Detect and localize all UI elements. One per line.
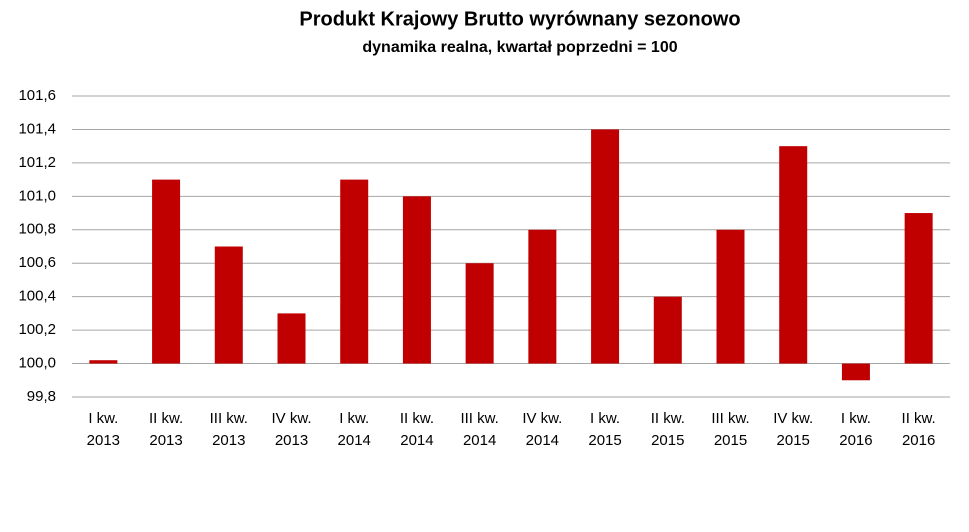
chart-subtitle: dynamika realna, kwartał poprzedni = 100 bbox=[362, 39, 677, 56]
x-tick-label: II kw. 2016 bbox=[901, 410, 936, 449]
chart-title: Produkt Krajowy Brutto wyrównany sezonow… bbox=[299, 8, 740, 30]
x-tick-label: III kw. 2015 bbox=[711, 410, 750, 449]
x-tick-label: IV kw. 2013 bbox=[271, 410, 312, 449]
bar bbox=[402, 196, 431, 364]
bar bbox=[528, 229, 557, 364]
bar bbox=[653, 296, 682, 364]
bar bbox=[340, 179, 369, 364]
x-tick-label: I kw. 2016 bbox=[839, 410, 873, 449]
x-tick-label: I kw. 2015 bbox=[588, 410, 622, 449]
y-tick-label: 100,4 bbox=[18, 288, 56, 305]
x-tick-label: IV kw. 2014 bbox=[522, 410, 563, 449]
bar bbox=[841, 363, 870, 381]
y-tick-label: 100,8 bbox=[18, 221, 56, 238]
x-tick-label: III kw. 2014 bbox=[460, 410, 499, 449]
bar bbox=[214, 246, 243, 364]
x-tick-label: II kw. 2014 bbox=[399, 410, 435, 449]
x-tick-label: I kw. 2014 bbox=[337, 410, 371, 449]
x-tick-label: II kw. 2015 bbox=[650, 410, 685, 449]
x-tick-label: IV kw. 2015 bbox=[773, 410, 814, 449]
y-tick-label: 101,0 bbox=[18, 187, 56, 204]
y-tick-label: 101,2 bbox=[18, 154, 56, 171]
y-tick-label: 99,8 bbox=[27, 388, 56, 405]
x-tick-label: III kw. 2013 bbox=[209, 410, 248, 449]
x-tick-label: II kw. 2013 bbox=[148, 410, 184, 449]
y-tick-label: 100,0 bbox=[18, 355, 56, 372]
y-tick-label: 101,4 bbox=[18, 120, 56, 137]
bar bbox=[779, 146, 808, 364]
bar bbox=[152, 179, 181, 364]
x-tick-label: I kw. 2013 bbox=[86, 410, 121, 449]
bar bbox=[277, 313, 306, 364]
y-tick-label: 100,2 bbox=[18, 321, 56, 338]
bar bbox=[465, 263, 494, 364]
bar bbox=[904, 213, 933, 364]
bar bbox=[591, 129, 620, 364]
y-tick-label: 100,6 bbox=[18, 254, 56, 271]
y-tick-label: 101,6 bbox=[18, 87, 56, 104]
bar bbox=[89, 360, 118, 364]
bar bbox=[716, 229, 745, 364]
